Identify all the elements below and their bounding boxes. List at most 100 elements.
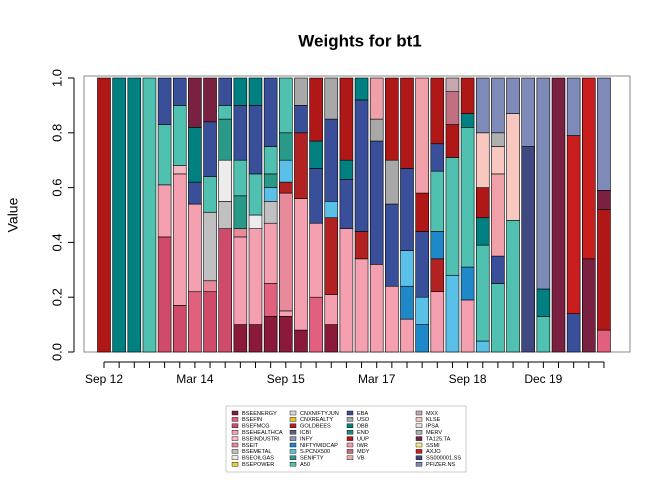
bar-segment [597, 77, 611, 191]
bar-segment [309, 168, 323, 224]
legend-label: INFY [300, 436, 313, 442]
bar-segment [188, 127, 202, 183]
bar-segment [354, 99, 369, 232]
bar-segment [309, 140, 323, 169]
legend-swatch [231, 430, 239, 435]
bar-segment [157, 124, 172, 186]
bar-segment [188, 203, 202, 293]
bar-segment [203, 291, 217, 353]
bar-segment [430, 170, 445, 232]
legend-swatch [346, 436, 354, 441]
bar-segment [400, 285, 414, 320]
legend-label: BSEFMCG [242, 424, 270, 430]
legend-swatch [231, 417, 239, 422]
x-tick-label: Mar 14 [176, 372, 214, 386]
legend-label: ICBI [300, 430, 311, 436]
bar-segment [460, 77, 475, 114]
bar-segment [415, 192, 429, 232]
bar-segment [233, 105, 248, 161]
legend-label: IPSA [426, 424, 439, 430]
bar-segment [460, 127, 475, 268]
bar-segment [354, 258, 369, 353]
legend-label: GOLDBEES [300, 424, 331, 430]
bar-segment [551, 77, 566, 353]
bar-segment [278, 192, 293, 312]
bar-segment [339, 77, 354, 161]
legend-swatch [415, 462, 423, 467]
bar-segment [188, 77, 202, 128]
bar-segment [491, 283, 505, 353]
bar-segment [460, 113, 475, 128]
y-tick-label: 0.4 [49, 233, 64, 251]
bar-segment [294, 198, 308, 331]
bar-segment [233, 324, 248, 353]
bar-segment [415, 231, 429, 298]
bar-segment [203, 211, 217, 282]
legend-label: SS000001.SS [426, 456, 461, 462]
bar-segment [491, 77, 505, 134]
bar-segment [445, 274, 460, 353]
bar-segment [430, 143, 445, 172]
bar-segment [400, 77, 414, 169]
legend-swatch [289, 430, 297, 435]
legend-swatch [415, 417, 423, 422]
y-tick-label: 0.8 [49, 124, 64, 142]
bar-segment [475, 340, 490, 353]
legend-swatch [289, 423, 297, 428]
bar-segment [400, 318, 414, 353]
bar-segment [369, 77, 384, 120]
bar-segment [536, 288, 551, 317]
x-tick-label: Sep 18 [449, 372, 487, 386]
bar-segment [112, 77, 126, 353]
bar-segment [491, 255, 505, 284]
bar-segment [203, 121, 217, 177]
bar-segment [521, 77, 536, 147]
chart-title: Weights for bt1 [298, 31, 421, 50]
bar-segment [309, 77, 323, 142]
bar-segment [475, 77, 490, 134]
legend-swatch [231, 442, 239, 448]
bar-segment [157, 184, 172, 238]
legend-swatch [346, 430, 354, 435]
bar-segment [354, 231, 369, 260]
bar-segment [218, 118, 232, 161]
legend-swatch [346, 423, 354, 428]
bar-segment [385, 77, 399, 161]
legend-box [225, 405, 467, 473]
bar-segment [309, 296, 323, 353]
bar-segment [218, 159, 232, 202]
bar-segment [506, 113, 520, 221]
legend-swatch [415, 455, 423, 460]
bar-segment [400, 250, 414, 287]
bar-segment [445, 157, 460, 276]
bar-segment [172, 305, 187, 353]
bar-segment [430, 258, 445, 293]
legend-swatch [346, 449, 354, 454]
legend-swatch [231, 423, 239, 428]
bar-segment [597, 209, 611, 331]
bar-segment [475, 187, 490, 219]
x-tick-label: Mar 17 [358, 372, 396, 386]
bar-segment [248, 77, 263, 106]
bar-segment [491, 173, 505, 257]
legend-label: BSEIT [242, 443, 259, 449]
bar-segment [324, 294, 339, 325]
bar-segment [536, 316, 551, 353]
bar-segment [278, 316, 293, 353]
bar-segment [475, 132, 490, 188]
legend-swatch [231, 436, 239, 441]
legend-label: BSEENERGY [242, 411, 277, 417]
bar-segment [309, 222, 323, 298]
y-tick-label: 0.6 [49, 179, 64, 197]
bar-segment [400, 168, 414, 251]
bar-segment [324, 201, 339, 219]
y-axis-label: Value [5, 197, 21, 232]
legend-swatch [289, 410, 297, 416]
legend-swatch [289, 442, 297, 448]
legend-label: NIFTYMIDCAP [300, 443, 338, 449]
legend-label: BSEHEALTHCA [242, 430, 283, 436]
bar-segment [445, 124, 460, 158]
bar-segment [233, 159, 248, 197]
bar-segment [248, 228, 263, 325]
legend-label: PFIZER.NS [426, 462, 455, 468]
